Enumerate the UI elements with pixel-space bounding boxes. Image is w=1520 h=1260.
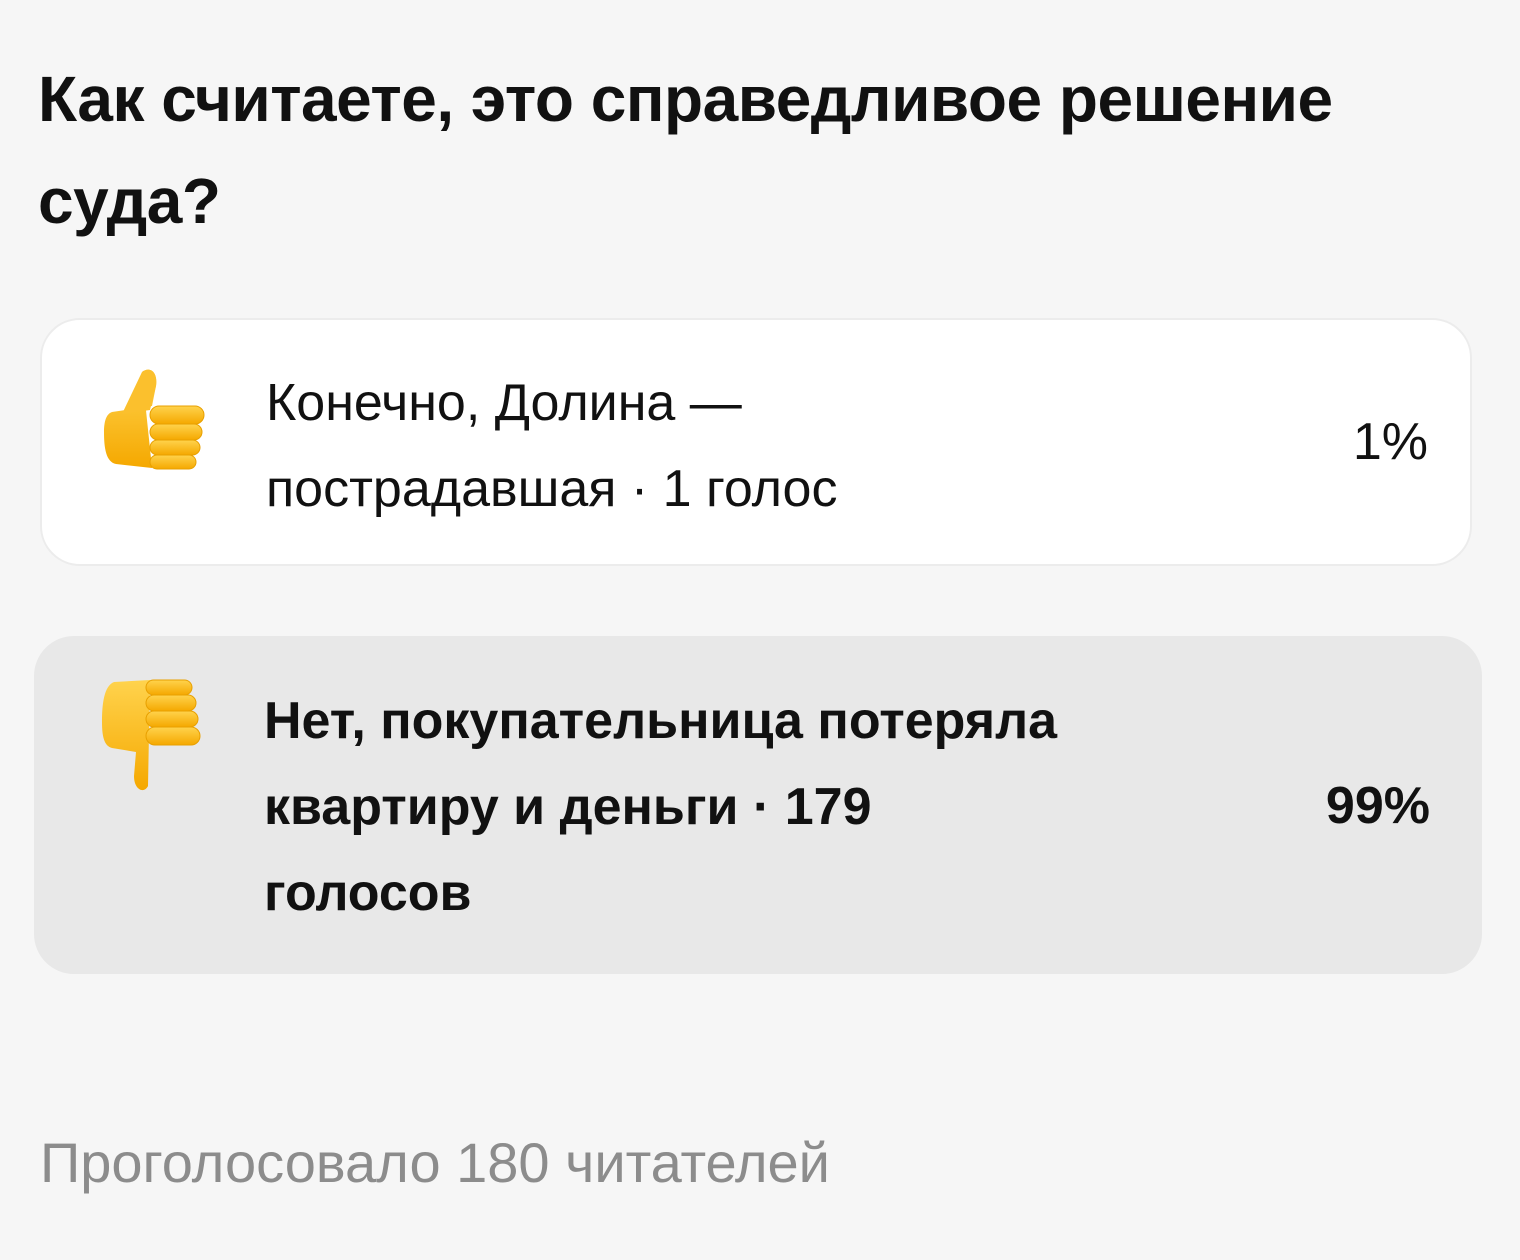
poll-option-no[interactable]: Нет, покупательница потеряла квартиру и … xyxy=(34,636,1482,974)
option-percent: 99% xyxy=(1325,777,1430,835)
option-label: Конечно, Долина — пострадавшая · 1 голос xyxy=(266,374,838,518)
thumbs-down-icon xyxy=(102,679,201,791)
thumbs-up-icon xyxy=(104,369,205,470)
poll-option-yes[interactable]: Конечно, Долина — пострадавшая · 1 голос… xyxy=(40,318,1472,566)
option-label: Нет, покупательница потеряла квартиру и … xyxy=(264,692,1058,922)
option-percent: 1% xyxy=(1352,413,1428,471)
vote-count: Проголосовало 180 читателей xyxy=(40,1131,830,1194)
poll-question: Как считаете, это справедливое решение с… xyxy=(38,63,1333,237)
